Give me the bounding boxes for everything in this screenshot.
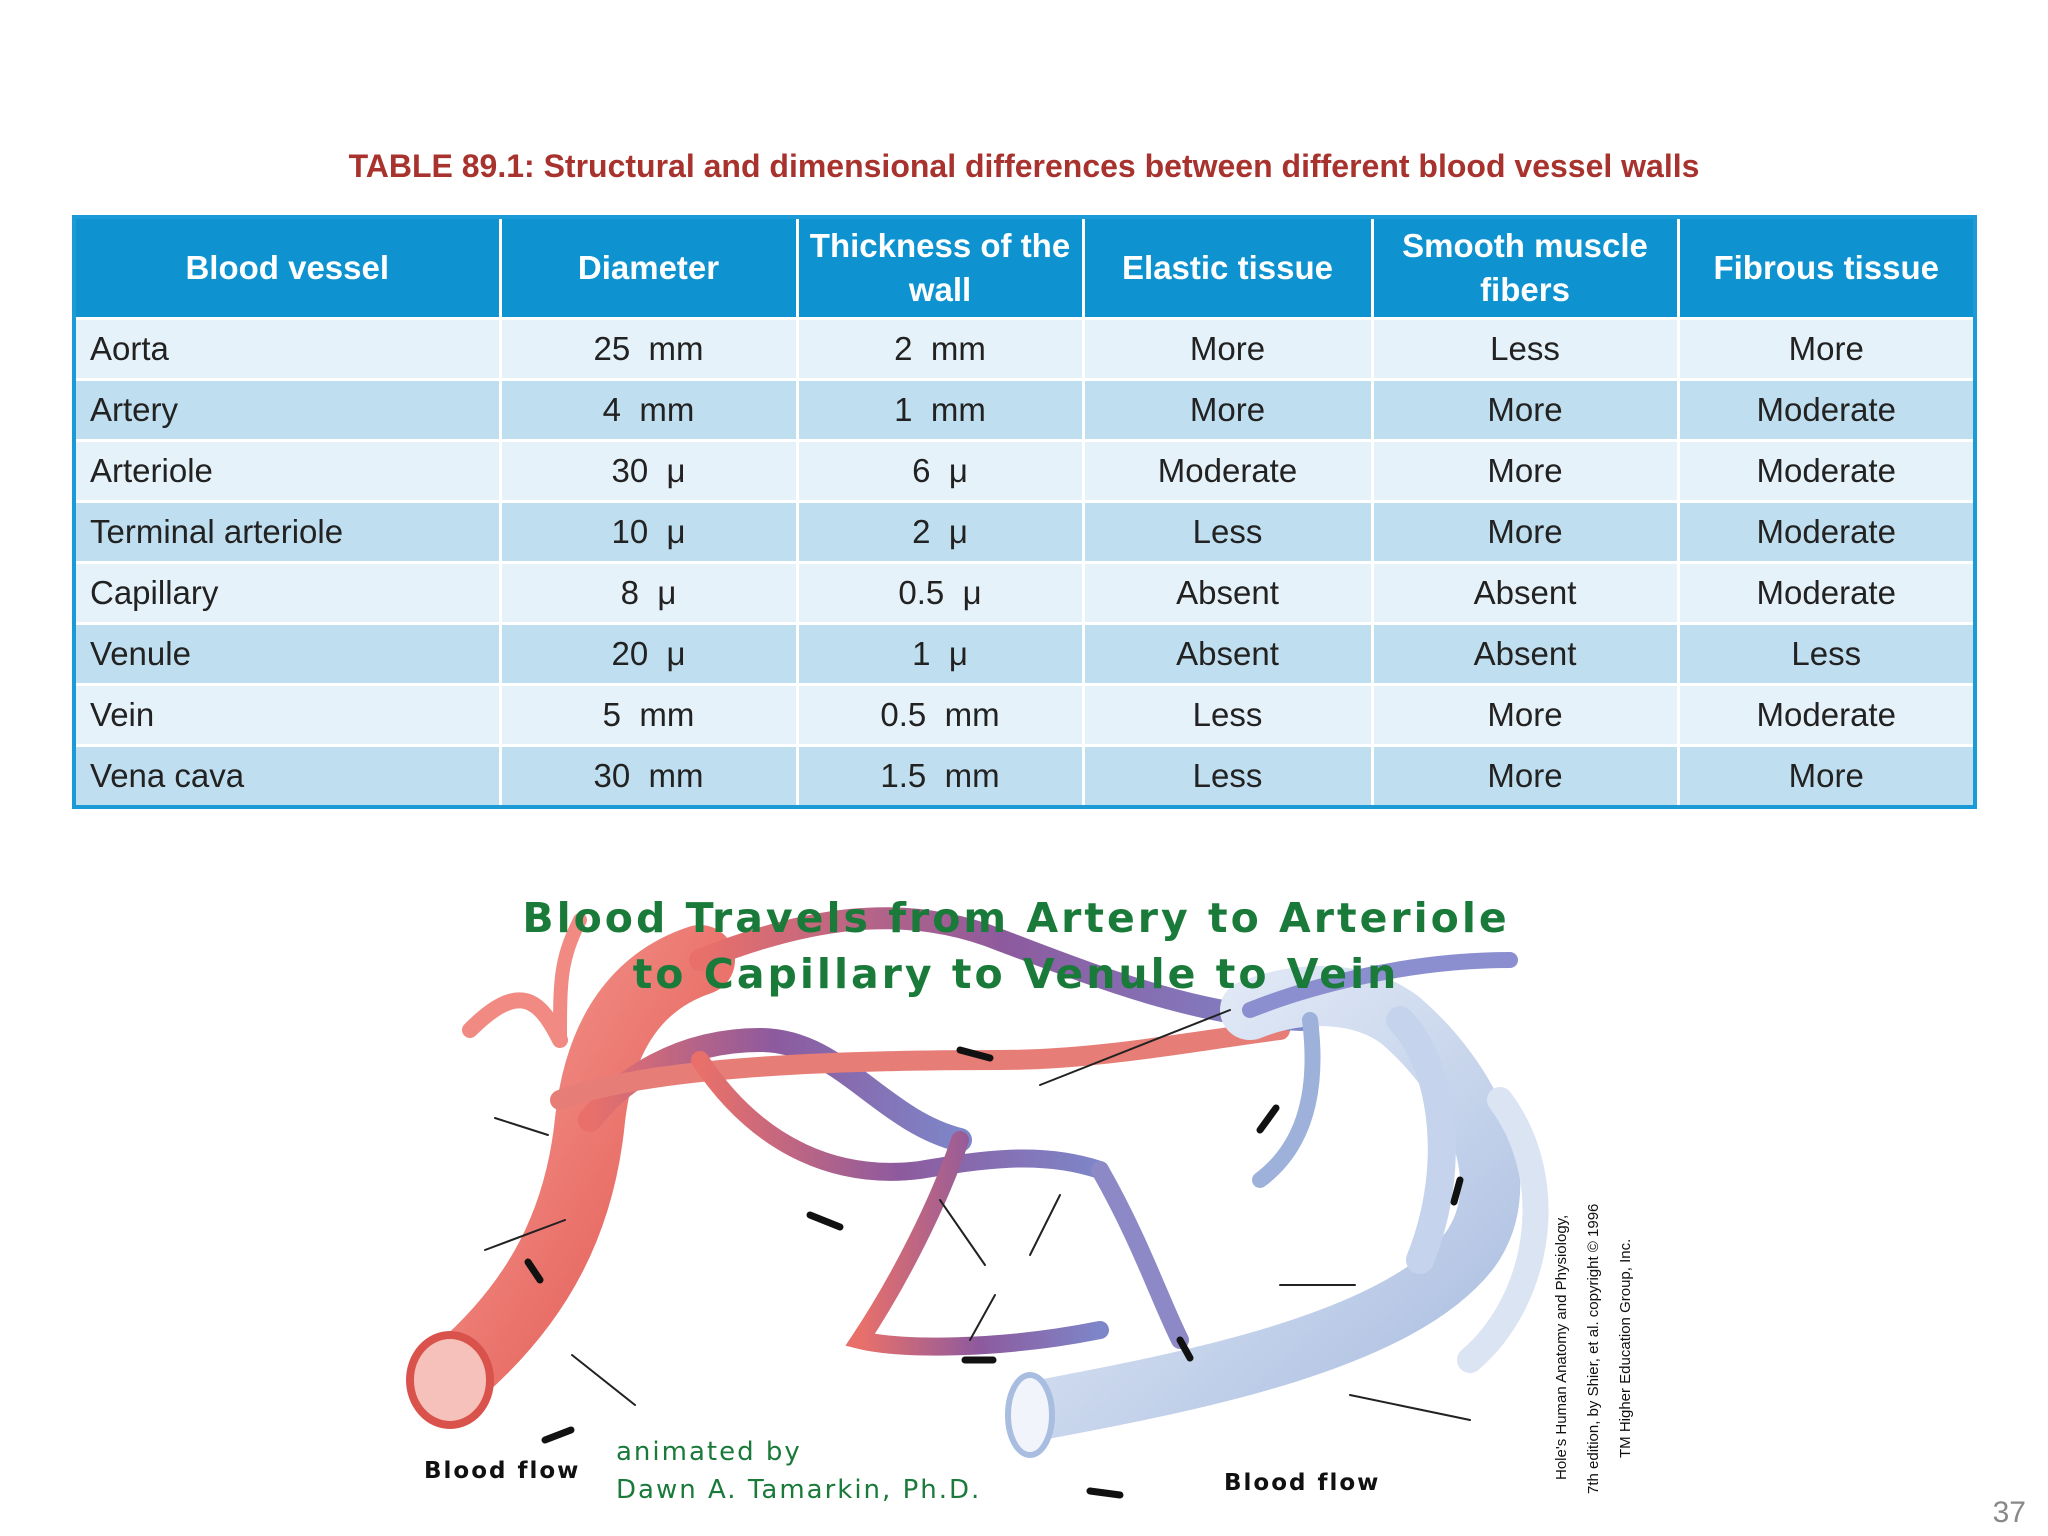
- table-cell: Aorta: [74, 317, 502, 380]
- table-cell: Moderate: [1678, 439, 1977, 502]
- table-cell: More: [1372, 500, 1680, 563]
- table-cell: Less: [1083, 500, 1374, 563]
- table-cell: 10 μ: [500, 500, 799, 563]
- header-row: Blood vessel Diameter Thickness of the wal…: [74, 217, 1977, 319]
- page-number: 37: [1992, 1496, 2026, 1529]
- table-cell: 2 μ: [797, 500, 1085, 563]
- table-row: Vein 5 mm 0.5 mm Less More Moderate: [74, 683, 1977, 746]
- table-cell: Moderate: [1083, 439, 1374, 502]
- header-cell: Diameter: [500, 217, 799, 319]
- table-cell: More: [1678, 744, 1977, 807]
- table-cell: 0.5 mm: [797, 683, 1085, 746]
- vessel-table: Blood vessel Diameter Thickness of the wal…: [72, 215, 1977, 809]
- table-cell: Vena cava: [74, 744, 502, 807]
- table-cell: 5 mm: [500, 683, 799, 746]
- diagram-title: to Capillary to Venule to Vein: [633, 950, 1400, 998]
- caption: Blood flow: [1224, 1470, 1380, 1496]
- table-cell: Absent: [1372, 561, 1680, 624]
- source: Hole's Human Anatomy and Physiology,: [1553, 1215, 1570, 1480]
- header-cell: Elastic tissue: [1083, 217, 1374, 319]
- table-cell: 20 μ: [500, 622, 799, 685]
- table-cell: Absent: [1372, 622, 1680, 685]
- table-cell: 30 mm: [500, 744, 799, 807]
- table-cell: Venule: [74, 622, 502, 685]
- table-cell: Vein: [74, 683, 502, 746]
- table-row: Capillary 8 μ 0.5 μ Absent Absent Moderate: [74, 561, 1977, 624]
- table-cell: Arteriole: [74, 439, 502, 502]
- table-cell: Less: [1083, 683, 1374, 746]
- table-cell: 1.5 mm: [797, 744, 1085, 807]
- source: TM Higher Education Group, Inc.: [1617, 1239, 1634, 1458]
- table-cell: More: [1372, 744, 1680, 807]
- table-row: Artery 4 mm 1 mm More More Moderate: [74, 378, 1977, 441]
- source: 7th edition, by Shier, et al. copyright …: [1585, 1204, 1602, 1494]
- table-cell: More: [1083, 317, 1374, 380]
- table-cell: Moderate: [1678, 500, 1977, 563]
- credit: animated by: [616, 1437, 802, 1467]
- header-cell: Blood vessel: [74, 217, 502, 319]
- illustration: [406, 907, 1549, 1499]
- table-cell: 8 μ: [500, 561, 799, 624]
- credit: Dawn A. Tamarkin, Ph.D.: [616, 1475, 981, 1505]
- table-cell: Terminal arteriole: [74, 500, 502, 563]
- table-cell: Moderate: [1678, 561, 1977, 624]
- table-cell: Moderate: [1678, 378, 1977, 441]
- table-cell: 1 mm: [797, 378, 1085, 441]
- table-cell: More: [1372, 439, 1680, 502]
- table-cell: More: [1083, 378, 1374, 441]
- table-cell: Capillary: [74, 561, 502, 624]
- table-cell: Less: [1083, 744, 1374, 807]
- table-cell: More: [1678, 317, 1977, 380]
- table-cell: Moderate: [1678, 683, 1977, 746]
- table-cell: 4 mm: [500, 378, 799, 441]
- table-cell: More: [1372, 378, 1680, 441]
- header-cell: Smooth muscle fibers: [1372, 217, 1680, 319]
- table-cell: 0.5 μ: [797, 561, 1085, 624]
- table-row: Aorta 25 mm 2 mm More Less More: [74, 317, 1977, 380]
- caption: Blood flow: [424, 1458, 580, 1484]
- header-cell: Thickness of the wall: [797, 217, 1085, 319]
- table-cell: Less: [1372, 317, 1680, 380]
- table-cell: 1 μ: [797, 622, 1085, 685]
- table-cell: 6 μ: [797, 439, 1085, 502]
- table-cell: More: [1372, 683, 1680, 746]
- diagram-title: Blood Travels from Artery to Arteriole: [522, 894, 1509, 942]
- table-cell: Artery: [74, 378, 502, 441]
- table-cell: 30 μ: [500, 439, 799, 502]
- table-cell: Less: [1678, 622, 1977, 685]
- table-cell: 2 mm: [797, 317, 1085, 380]
- header-cell: Fibrous tissue: [1678, 217, 1977, 319]
- table-title: TABLE 89.1: Structural and dimensional d…: [348, 148, 1700, 184]
- table-cell: Absent: [1083, 561, 1374, 624]
- table-cell: Absent: [1083, 622, 1374, 685]
- table-row: Vena cava 30 mm 1.5 mm Less More More: [74, 744, 1977, 807]
- table-cell: 25 mm: [500, 317, 799, 380]
